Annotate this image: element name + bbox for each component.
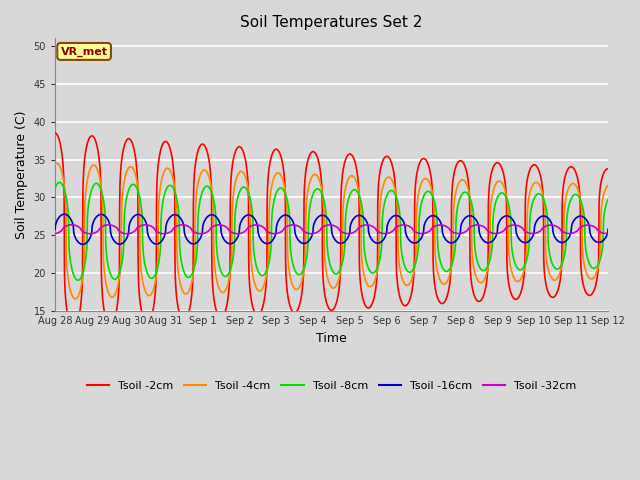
- Tsoil -8cm: [287, 254, 295, 260]
- Tsoil -32cm: [287, 222, 295, 228]
- Tsoil -2cm: [115, 292, 122, 298]
- Tsoil -16cm: [534, 216, 542, 222]
- Tsoil -16cm: [264, 241, 271, 247]
- Tsoil -32cm: [68, 222, 76, 228]
- Tsoil -8cm: [115, 273, 122, 278]
- Title: Soil Temperatures Set 2: Soil Temperatures Set 2: [241, 15, 423, 30]
- Line: Tsoil -32cm: Tsoil -32cm: [55, 225, 608, 234]
- Tsoil -16cm: [115, 241, 122, 247]
- Tsoil -2cm: [264, 191, 271, 197]
- Tsoil -16cm: [604, 227, 612, 232]
- Tsoil -32cm: [51, 231, 59, 237]
- Tsoil -16cm: [51, 227, 59, 232]
- Line: Tsoil -4cm: Tsoil -4cm: [55, 163, 608, 299]
- Line: Tsoil -8cm: Tsoil -8cm: [55, 182, 608, 280]
- Tsoil -8cm: [534, 191, 542, 197]
- Tsoil -4cm: [72, 296, 79, 302]
- Tsoil -4cm: [604, 182, 612, 188]
- Tsoil -32cm: [264, 229, 271, 235]
- Line: Tsoil -16cm: Tsoil -16cm: [55, 214, 608, 244]
- Tsoil -4cm: [594, 266, 602, 272]
- Tsoil -8cm: [74, 277, 82, 283]
- Tsoil -16cm: [594, 240, 602, 245]
- Tsoil -16cm: [60, 211, 68, 217]
- X-axis label: Time: Time: [316, 332, 347, 345]
- Tsoil -4cm: [53, 160, 61, 166]
- Tsoil -8cm: [594, 263, 602, 268]
- Line: Tsoil -2cm: Tsoil -2cm: [55, 133, 608, 329]
- Tsoil -16cm: [79, 241, 86, 247]
- Tsoil -32cm: [534, 229, 542, 235]
- Tsoil -2cm: [70, 326, 77, 332]
- Tsoil -8cm: [56, 180, 63, 185]
- Tsoil -16cm: [147, 238, 155, 244]
- Tsoil -8cm: [604, 196, 612, 202]
- Legend: Tsoil -2cm, Tsoil -4cm, Tsoil -8cm, Tsoil -16cm, Tsoil -32cm: Tsoil -2cm, Tsoil -4cm, Tsoil -8cm, Tsoi…: [82, 377, 581, 396]
- Tsoil -2cm: [604, 166, 612, 171]
- Tsoil -2cm: [593, 274, 601, 279]
- Tsoil -32cm: [147, 224, 155, 229]
- Tsoil -4cm: [264, 265, 271, 271]
- Tsoil -32cm: [594, 228, 602, 233]
- Tsoil -8cm: [147, 276, 155, 281]
- Tsoil -2cm: [534, 165, 541, 171]
- Tsoil -4cm: [287, 279, 295, 285]
- Tsoil -2cm: [287, 307, 295, 312]
- Tsoil -2cm: [147, 314, 155, 320]
- Tsoil -4cm: [534, 180, 542, 186]
- Tsoil -4cm: [51, 162, 59, 168]
- Text: VR_met: VR_met: [61, 46, 108, 57]
- Tsoil -2cm: [51, 130, 59, 136]
- Tsoil -8cm: [264, 265, 271, 271]
- Tsoil -4cm: [147, 291, 155, 297]
- Tsoil -32cm: [115, 228, 122, 233]
- Y-axis label: Soil Temperature (C): Soil Temperature (C): [15, 110, 28, 239]
- Tsoil -32cm: [604, 230, 612, 236]
- Tsoil -16cm: [287, 216, 295, 222]
- Tsoil -8cm: [51, 185, 59, 191]
- Tsoil -32cm: [86, 231, 94, 237]
- Tsoil -4cm: [115, 280, 122, 286]
